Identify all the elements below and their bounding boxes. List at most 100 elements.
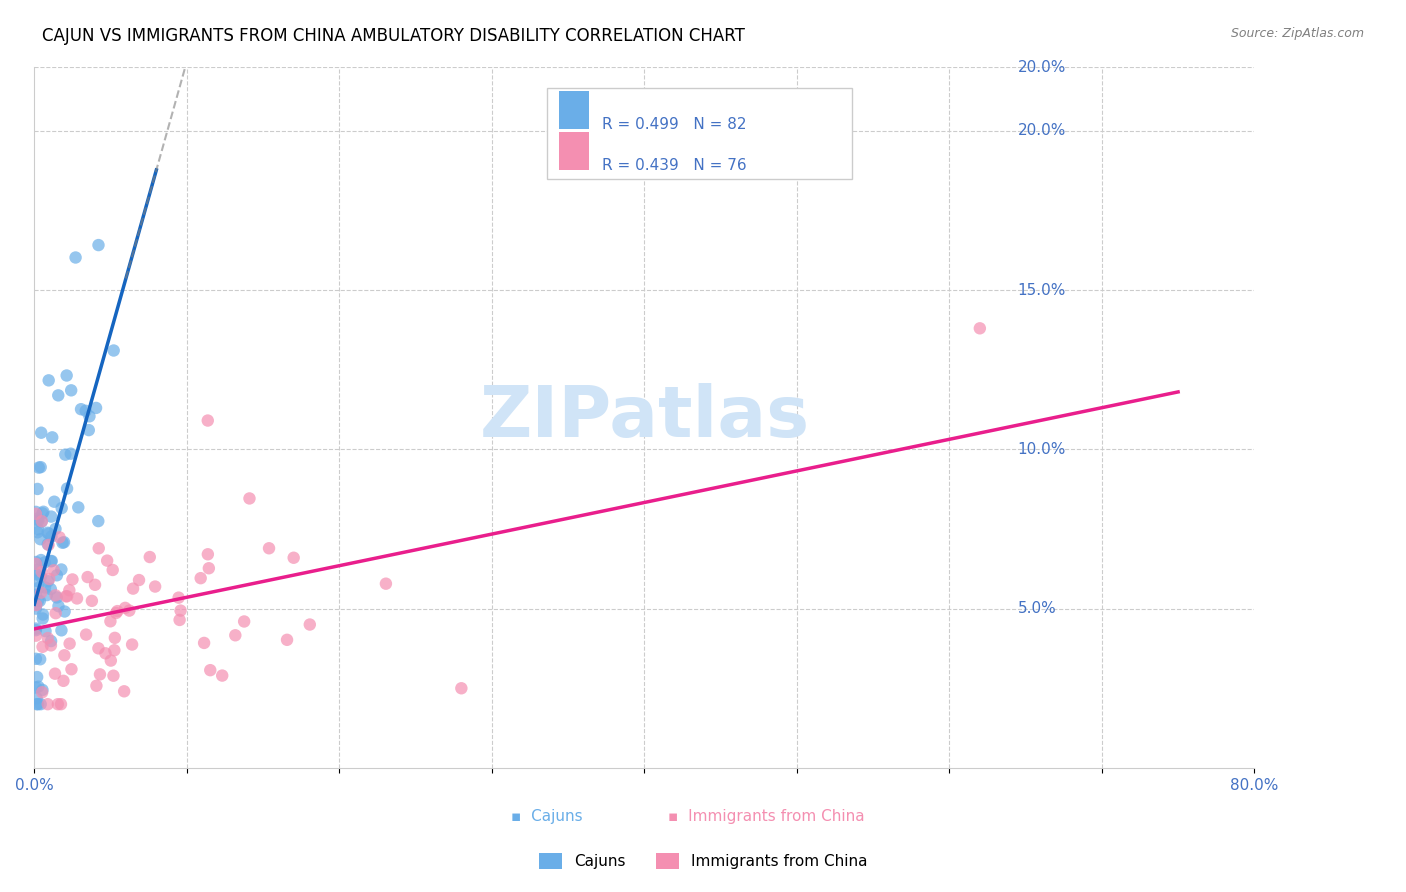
- Point: [37, 631, 59, 645]
- Point: [30, 585, 52, 599]
- Point: [25, 623, 48, 637]
- Point: [44, 494, 66, 508]
- Point: [51, 562, 73, 576]
- Point: [31, 640, 53, 654]
- Point: [190, 571, 212, 585]
- Point: [283, 550, 305, 565]
- Point: [65, 251, 87, 265]
- Point: [31, 514, 53, 528]
- Point: [53, 605, 76, 619]
- Point: [25, 598, 48, 612]
- Point: [46, 388, 69, 402]
- Point: [450, 681, 472, 696]
- Text: ZIPatlas: ZIPatlas: [479, 383, 810, 452]
- Point: [37, 697, 59, 711]
- Point: [211, 668, 233, 682]
- Point: [38, 526, 60, 541]
- Point: [193, 636, 215, 650]
- Point: [75, 404, 97, 418]
- Point: [27, 482, 49, 496]
- Point: [112, 684, 135, 698]
- Point: [44, 666, 66, 681]
- Point: [87, 641, 110, 656]
- Point: [32, 607, 55, 622]
- Point: [51, 535, 73, 549]
- Point: [276, 632, 298, 647]
- Point: [224, 628, 246, 642]
- Point: [105, 606, 128, 620]
- Point: [84, 401, 107, 415]
- Point: [32, 505, 55, 519]
- Point: [38, 538, 60, 552]
- Text: ▪  Cajuns: ▪ Cajuns: [510, 809, 582, 824]
- Point: [48, 530, 70, 544]
- FancyBboxPatch shape: [547, 88, 852, 179]
- Point: [28, 594, 51, 608]
- Point: [103, 343, 125, 358]
- FancyBboxPatch shape: [560, 91, 589, 129]
- Point: [25, 598, 48, 612]
- Point: [25, 697, 48, 711]
- Point: [27, 593, 49, 607]
- Point: [53, 648, 76, 663]
- Point: [52, 673, 75, 688]
- Point: [25, 652, 48, 666]
- Point: [37, 574, 59, 589]
- Point: [44, 522, 66, 536]
- Point: [100, 654, 122, 668]
- Point: [39, 634, 62, 648]
- Point: [70, 402, 93, 417]
- Legend: Cajuns, Immigrants from China: Cajuns, Immigrants from China: [533, 847, 873, 875]
- Point: [37, 537, 59, 551]
- Text: CAJUN VS IMMIGRANTS FROM CHINA AMBULATORY DISABILITY CORRELATION CHART: CAJUN VS IMMIGRANTS FROM CHINA AMBULATOR…: [42, 27, 745, 45]
- Point: [25, 507, 48, 521]
- Text: ▪  Immigrants from China: ▪ Immigrants from China: [668, 809, 865, 824]
- Point: [31, 565, 53, 579]
- Point: [25, 681, 48, 695]
- Point: [80, 594, 103, 608]
- Point: [39, 509, 62, 524]
- Point: [30, 697, 52, 711]
- Point: [28, 460, 51, 475]
- Point: [30, 425, 52, 440]
- Point: [103, 643, 125, 657]
- Point: [25, 567, 48, 582]
- Point: [118, 604, 141, 618]
- Point: [27, 511, 49, 525]
- Point: [38, 373, 60, 387]
- Point: [41, 430, 63, 444]
- Point: [30, 570, 52, 584]
- Point: [79, 409, 101, 424]
- Point: [56, 482, 79, 496]
- Text: R = 0.499   N = 82: R = 0.499 N = 82: [602, 117, 747, 132]
- Point: [45, 606, 67, 620]
- Point: [114, 600, 136, 615]
- Point: [25, 629, 48, 643]
- Point: [27, 525, 49, 540]
- Point: [39, 638, 62, 652]
- Point: [31, 515, 53, 529]
- Point: [89, 667, 111, 681]
- Point: [60, 384, 83, 398]
- Point: [39, 554, 62, 568]
- Point: [27, 697, 49, 711]
- Point: [30, 652, 52, 666]
- Point: [44, 588, 66, 602]
- Point: [94, 646, 117, 660]
- Point: [62, 573, 84, 587]
- Point: [66, 591, 89, 606]
- Text: 20.0%: 20.0%: [1018, 60, 1066, 75]
- Point: [169, 613, 191, 627]
- Point: [101, 563, 124, 577]
- Point: [298, 617, 321, 632]
- Point: [25, 691, 48, 706]
- Point: [87, 238, 110, 252]
- Point: [35, 588, 58, 602]
- Point: [46, 697, 69, 711]
- Point: [25, 563, 48, 577]
- Text: Source: ZipAtlas.com: Source: ZipAtlas.com: [1230, 27, 1364, 40]
- Point: [197, 413, 219, 427]
- Point: [200, 663, 222, 677]
- Point: [198, 561, 221, 575]
- Point: [122, 582, 145, 596]
